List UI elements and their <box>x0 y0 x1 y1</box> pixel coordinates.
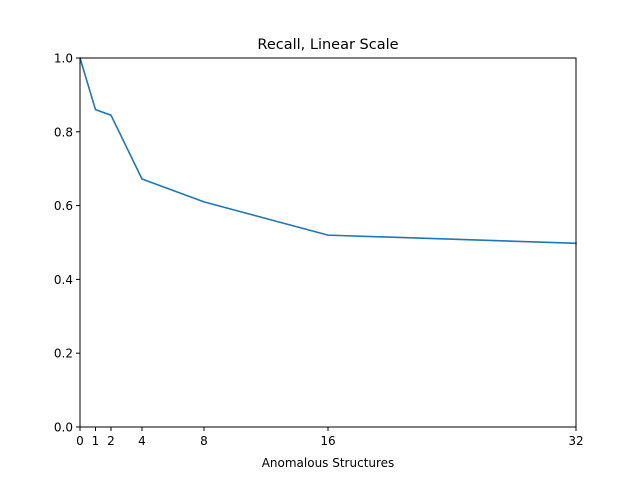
x-tick-label: 8 <box>200 434 208 448</box>
y-tick-label: 0.4 <box>54 273 73 287</box>
y-tick-label: 1.0 <box>54 52 73 66</box>
series-line <box>79 57 577 245</box>
chart-title: Recall, Linear Scale <box>257 37 398 53</box>
x-tick-label: 2 <box>107 434 115 448</box>
x-axis-ticks: 0 1 2 4 8 16 32 <box>76 427 584 448</box>
x-tick-label: 0 <box>76 434 84 448</box>
y-tick-label: 0.2 <box>54 347 73 361</box>
x-tick-label: 1 <box>92 434 100 448</box>
y-tick-label: 0.0 <box>54 421 73 435</box>
x-tick-label: 4 <box>138 434 146 448</box>
y-tick-label: 0.6 <box>54 199 73 213</box>
y-tick-label: 0.8 <box>54 125 73 139</box>
x-axis-label: Anomalous Structures <box>262 456 395 470</box>
x-tick-label: 32 <box>568 434 583 448</box>
y-axis-ticks: 0.0 0.2 0.4 0.6 0.8 1.0 <box>54 52 80 435</box>
series-layer <box>79 57 577 245</box>
plot-frame <box>79 57 577 428</box>
plot-area <box>80 58 576 427</box>
x-tick-label: 16 <box>320 434 335 448</box>
